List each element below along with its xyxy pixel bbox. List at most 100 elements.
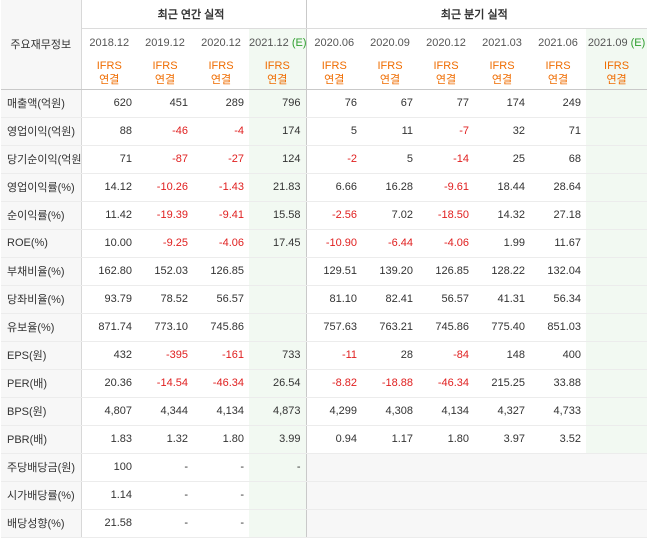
table-cell (249, 285, 307, 314)
table-cell: 10.00 (81, 229, 137, 258)
consolidated-label: 연결 (99, 73, 120, 86)
table-row: PBR(배) 1.83 1.32 1.80 3.99 0.94 1.17 1.80 3.97 3.… (1, 425, 648, 454)
table-cell: - (137, 481, 193, 510)
ifrs-consolidated-tag: IFRS 연결 (137, 56, 193, 90)
table-cell (418, 481, 475, 510)
table-cell: - (249, 452, 307, 482)
consolidated-label: 연결 (154, 73, 176, 86)
period-header: 2020.12 (418, 29, 474, 57)
table-cell: 4,308 (362, 397, 419, 426)
quarterly-results-header: 최근 분기 실적 (305, 0, 648, 29)
table-cell: 11 (362, 117, 419, 146)
table-cell: -8.82 (305, 369, 363, 398)
table-cell (586, 397, 648, 426)
ifrs-consolidated-tag: IFRS 연결 (418, 56, 475, 90)
table-cell: 3.97 (474, 425, 531, 454)
table-row: 배당성향(%) 21.58- - (1, 509, 648, 538)
period-label: 2020.12 (201, 36, 241, 49)
consolidated-label: 연결 (379, 73, 401, 86)
table-cell: 4,134 (418, 397, 475, 426)
annual-results-header: 최근 연간 실적 (81, 0, 307, 29)
table-cell: 0.94 (305, 425, 363, 454)
table-cell: 33.88 (530, 369, 587, 398)
period-header: 2021.12 (E) (249, 28, 307, 57)
ifrs-label: IFRS (377, 59, 403, 72)
table-cell (586, 285, 648, 314)
table-cell: 132.04 (530, 256, 587, 286)
table-cell: 5 (362, 145, 419, 174)
table-cell (418, 509, 475, 538)
table-cell: 4,807 (81, 397, 137, 426)
table-row: ROE(%) 10.00 -9.25 -4.06 17.45 -10.90 -6.44 -4.… (1, 229, 648, 258)
table-cell (362, 452, 419, 482)
table-cell (249, 256, 307, 286)
table-cell (474, 509, 531, 538)
table-cell: 14.12 (81, 172, 137, 202)
ifrs-label: IFRS (433, 59, 459, 72)
table-cell (586, 313, 648, 342)
ifrs-consolidated-tag: IFRS 연결 (249, 56, 307, 90)
row-label: EPS(원) (1, 340, 82, 370)
table-cell: -161 (193, 340, 249, 370)
consolidated-label: 연결 (491, 73, 513, 86)
table-cell: 93.79 (81, 285, 137, 314)
table-cell (249, 481, 307, 510)
table-cell: 620 (81, 89, 137, 118)
table-cell: 1.80 (193, 425, 249, 454)
table-cell: 20.36 (81, 369, 137, 398)
table-cell: - (193, 509, 249, 538)
table-row: 부채비율(%) 162.80 152.03 126.85 129.51 139.20 126… (1, 256, 648, 286)
table-cell: -9.25 (137, 229, 193, 258)
table-row: 주당배당금(원) 100- - - (1, 452, 648, 482)
row-label: 유보율(%) (1, 313, 82, 342)
table-cell: 124 (249, 145, 307, 174)
row-label: ROE(%) (1, 229, 82, 258)
table-cell: 775.40 (474, 313, 531, 342)
row-label: PBR(배) (1, 425, 82, 454)
table-cell (362, 509, 419, 538)
table-cell: - (137, 452, 193, 482)
table-cell: 215.25 (474, 369, 531, 398)
table-cell: -9.41 (193, 201, 249, 230)
table-cell: -1.43 (193, 172, 249, 202)
table-cell (249, 313, 307, 342)
table-cell: 82.41 (362, 285, 419, 314)
table-cell (586, 481, 648, 510)
table-row: PER(배) 20.36 -14.54 -46.34 26.54 -8.82 -18.88-… (1, 369, 648, 398)
table-cell: -10.90 (305, 229, 363, 258)
ifrs-consolidated-tag: IFRS 연결 (305, 56, 363, 90)
table-row: 시가배당률(%) 1.14- - (1, 481, 648, 510)
table-cell: - (193, 452, 249, 482)
table-cell (362, 481, 419, 510)
table-cell: -7 (418, 117, 475, 146)
table-cell: 18.44 (474, 172, 531, 202)
table-cell: 56.57 (193, 285, 249, 314)
table-cell: 76 (305, 89, 363, 118)
consolidated-label: 연결 (547, 73, 569, 86)
table-cell: 129.51 (305, 256, 363, 286)
period-label: 2019.12 (145, 36, 185, 49)
table-cell: 25 (474, 145, 531, 174)
table-row: 당좌비율(%) 93.79 78.52 56.57 81.10 82.41 56.57 41.… (1, 285, 648, 314)
table-cell: -27 (193, 145, 249, 174)
row-label: 당좌비율(%) (1, 285, 82, 314)
table-cell: -9.61 (418, 172, 475, 202)
table-cell: 174 (249, 117, 307, 146)
row-label: 영업이익률(%) (1, 172, 82, 202)
table-cell: -46 (137, 117, 193, 146)
table-cell (586, 256, 648, 286)
table-cell (586, 201, 648, 230)
period-label: 2021.12 (249, 36, 289, 49)
table-cell (586, 452, 648, 482)
table-cell: 11.42 (81, 201, 137, 230)
table-cell: 3.52 (530, 425, 587, 454)
ifrs-label: IFRS (604, 59, 630, 72)
corner-header: 주요재무정보 (1, 0, 82, 90)
table-cell: 4,327 (474, 397, 531, 426)
table-cell: 152.03 (137, 256, 193, 286)
consolidated-label: 연결 (435, 73, 457, 86)
period-header: 2021.03 (474, 29, 530, 57)
ifrs-consolidated-tag: IFRS 연결 (362, 56, 419, 90)
period-header: 2020.06 (305, 28, 363, 57)
table-cell: 1.14 (81, 481, 137, 510)
